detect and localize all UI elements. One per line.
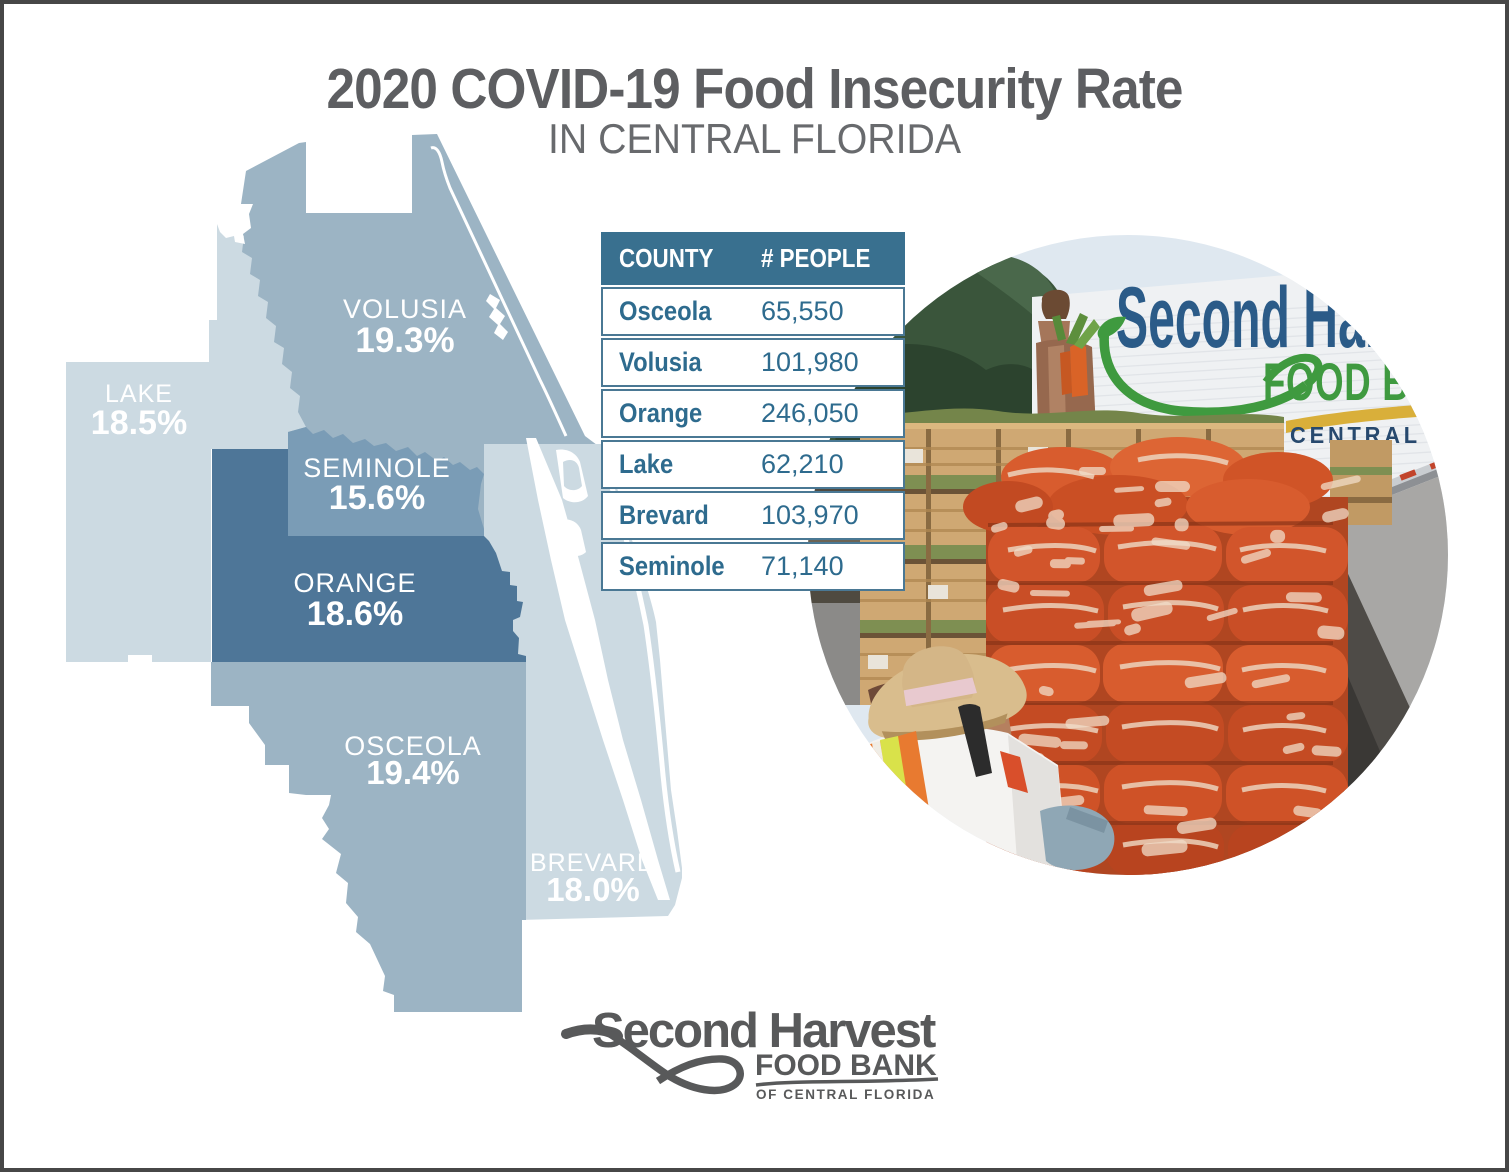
svg-text:LAKE: LAKE xyxy=(105,380,173,408)
svg-text:BREVARD: BREVARD xyxy=(530,849,656,877)
svg-text:FOOD B: FOOD B xyxy=(1263,352,1409,411)
svg-text:SEMINOLE: SEMINOLE xyxy=(303,453,451,483)
svg-text:18.6%: 18.6% xyxy=(307,595,403,633)
svg-text:18.0%: 18.0% xyxy=(546,871,640,908)
svg-text:Second Har: Second Har xyxy=(1116,269,1384,365)
svg-text:OF CENTRAL FLORIDA: OF CENTRAL FLORIDA xyxy=(756,1087,935,1102)
svg-text:Second Harvest: Second Harvest xyxy=(592,1004,936,1058)
svg-text:OSCEOLA: OSCEOLA xyxy=(344,731,482,761)
svg-text:FOOD BANK: FOOD BANK xyxy=(755,1049,937,1082)
svg-text:18.5%: 18.5% xyxy=(91,404,187,442)
svg-text:ORANGE: ORANGE xyxy=(293,568,416,598)
svg-text:15.6%: 15.6% xyxy=(329,479,425,517)
svg-text:19.4%: 19.4% xyxy=(366,754,460,791)
svg-text:VOLUSIA: VOLUSIA xyxy=(343,294,467,324)
svg-text:19.3%: 19.3% xyxy=(355,321,454,360)
